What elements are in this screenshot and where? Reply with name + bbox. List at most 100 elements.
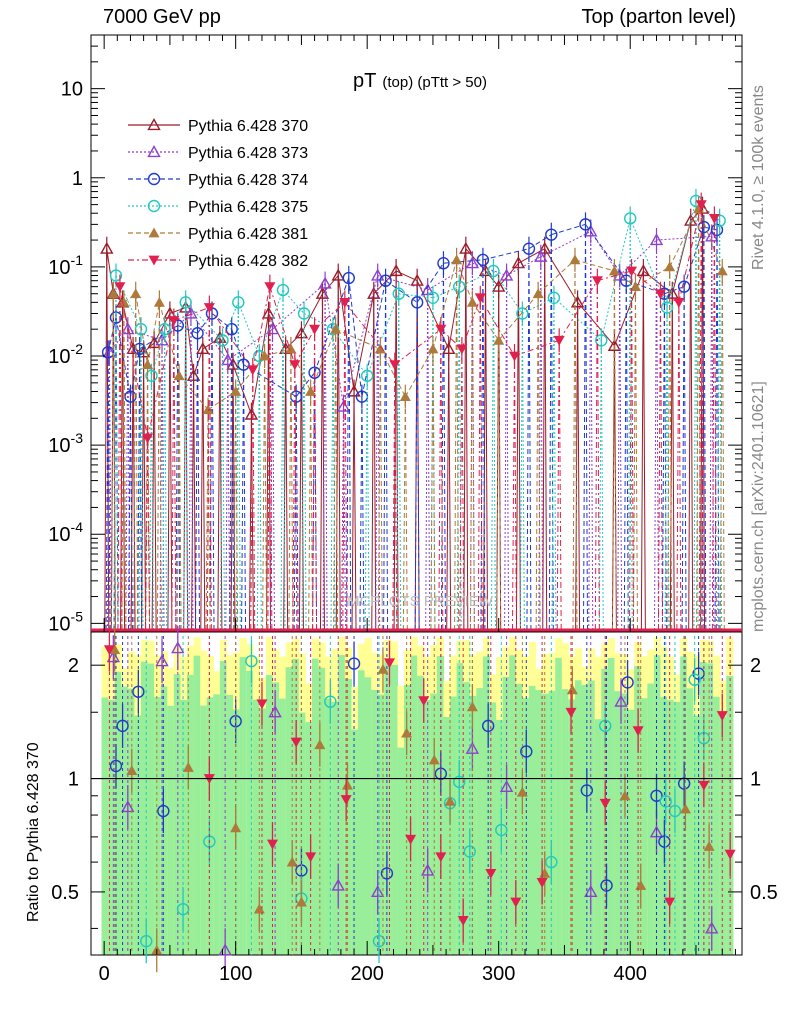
series-drop-line [314, 329, 318, 631]
series-drop-line [654, 240, 658, 631]
band-green [357, 670, 366, 955]
series-link [119, 286, 149, 439]
series-link [135, 293, 149, 365]
series-link [332, 328, 368, 377]
data-point [410, 273, 424, 286]
band-green [180, 699, 188, 955]
series-drop-line [161, 340, 165, 631]
data-point [410, 296, 424, 309]
legend-marker [147, 118, 161, 131]
series-drop-line [558, 340, 562, 631]
chart-title: pT (top) (pTtt > 50) [353, 70, 487, 92]
series-drop-line [588, 231, 592, 631]
series-drop-line [398, 293, 402, 631]
ratio-point [444, 795, 456, 806]
data-point [466, 296, 478, 307]
series-drop-line [264, 356, 268, 631]
data-point [342, 271, 355, 285]
ratio-y-tick-label-right: 0.5 [750, 882, 778, 904]
band-green [548, 690, 556, 955]
title-sub: (top) (pTtt > 50) [382, 74, 487, 91]
series-drop-line [190, 313, 194, 631]
data-point [367, 286, 381, 299]
series-drop-line [141, 352, 145, 631]
series-link [169, 307, 186, 314]
data-point [265, 322, 280, 335]
data-point [465, 256, 480, 269]
series-drop-line [711, 218, 715, 631]
series-drop-line [517, 263, 521, 631]
series-drop-line [392, 364, 396, 631]
data-point [673, 297, 685, 308]
band-green [252, 699, 260, 955]
series-link [432, 286, 460, 299]
ratio-point [377, 663, 389, 674]
series-drop-line [282, 290, 286, 631]
series-drop-line [490, 270, 494, 631]
series-drop-line [693, 200, 697, 631]
band-green [371, 689, 379, 955]
band-green [496, 719, 504, 955]
ratio-point [481, 719, 495, 733]
series-drop-line [122, 302, 126, 631]
band-green [331, 701, 339, 955]
series-drop-line [258, 356, 262, 631]
ratio-point [536, 877, 548, 888]
series-drop-line [631, 270, 635, 631]
ratio-point [405, 834, 417, 845]
band-green [699, 661, 708, 955]
series-drop-line [582, 224, 586, 631]
series-drop-line [395, 270, 399, 631]
series-drop-line [515, 263, 519, 631]
band-green [344, 679, 352, 955]
data-point [624, 212, 637, 225]
x-tick-label: 300 [482, 963, 515, 985]
series-link [558, 280, 598, 341]
series-drop-line [219, 337, 223, 631]
series-link [666, 200, 697, 308]
ratio-point [659, 795, 672, 808]
series-drop-line [640, 270, 644, 631]
data-point [492, 279, 506, 292]
series-2 [101, 212, 724, 631]
series-drop-line [506, 275, 510, 631]
series-drop-line [147, 364, 151, 631]
band-green [614, 691, 622, 955]
series-drop-line [617, 275, 621, 631]
data-point [553, 335, 565, 346]
series-link [282, 289, 305, 314]
series-drop-line [117, 286, 121, 631]
ratio-point [290, 737, 302, 748]
band-green [364, 677, 372, 955]
y-tick-exp: -2 [71, 341, 84, 357]
band-green [555, 657, 563, 955]
legend-label: Pythia 6.428 370 [188, 118, 308, 135]
ratio-y-tick-label-right: 1 [750, 769, 761, 791]
band-green [108, 699, 116, 955]
series-drop-line [465, 248, 469, 631]
legend-label: Pythia 6.428 382 [188, 253, 308, 270]
series-drop-line [175, 325, 179, 631]
series-link [185, 307, 195, 376]
series-link [664, 286, 685, 295]
series-drop-line [250, 414, 254, 631]
band-green [206, 697, 214, 955]
data-point [607, 338, 622, 351]
ratio-point [230, 822, 242, 833]
series-drop-line [702, 208, 706, 631]
band-green [482, 656, 491, 955]
series-drop-line [402, 396, 406, 631]
series-link [537, 259, 576, 295]
series-drop-line [110, 293, 114, 631]
ratio-point [619, 790, 631, 801]
ratio-point [621, 676, 634, 689]
series-drop-line [333, 329, 337, 631]
series-link [107, 317, 117, 353]
series-drop-line [594, 280, 598, 631]
ratio-point [463, 845, 476, 858]
series-drop-line [584, 224, 588, 631]
series-drop-line [459, 348, 463, 631]
series-drop-line [700, 204, 704, 631]
series-drop-line [145, 438, 149, 631]
band-green [522, 698, 530, 955]
